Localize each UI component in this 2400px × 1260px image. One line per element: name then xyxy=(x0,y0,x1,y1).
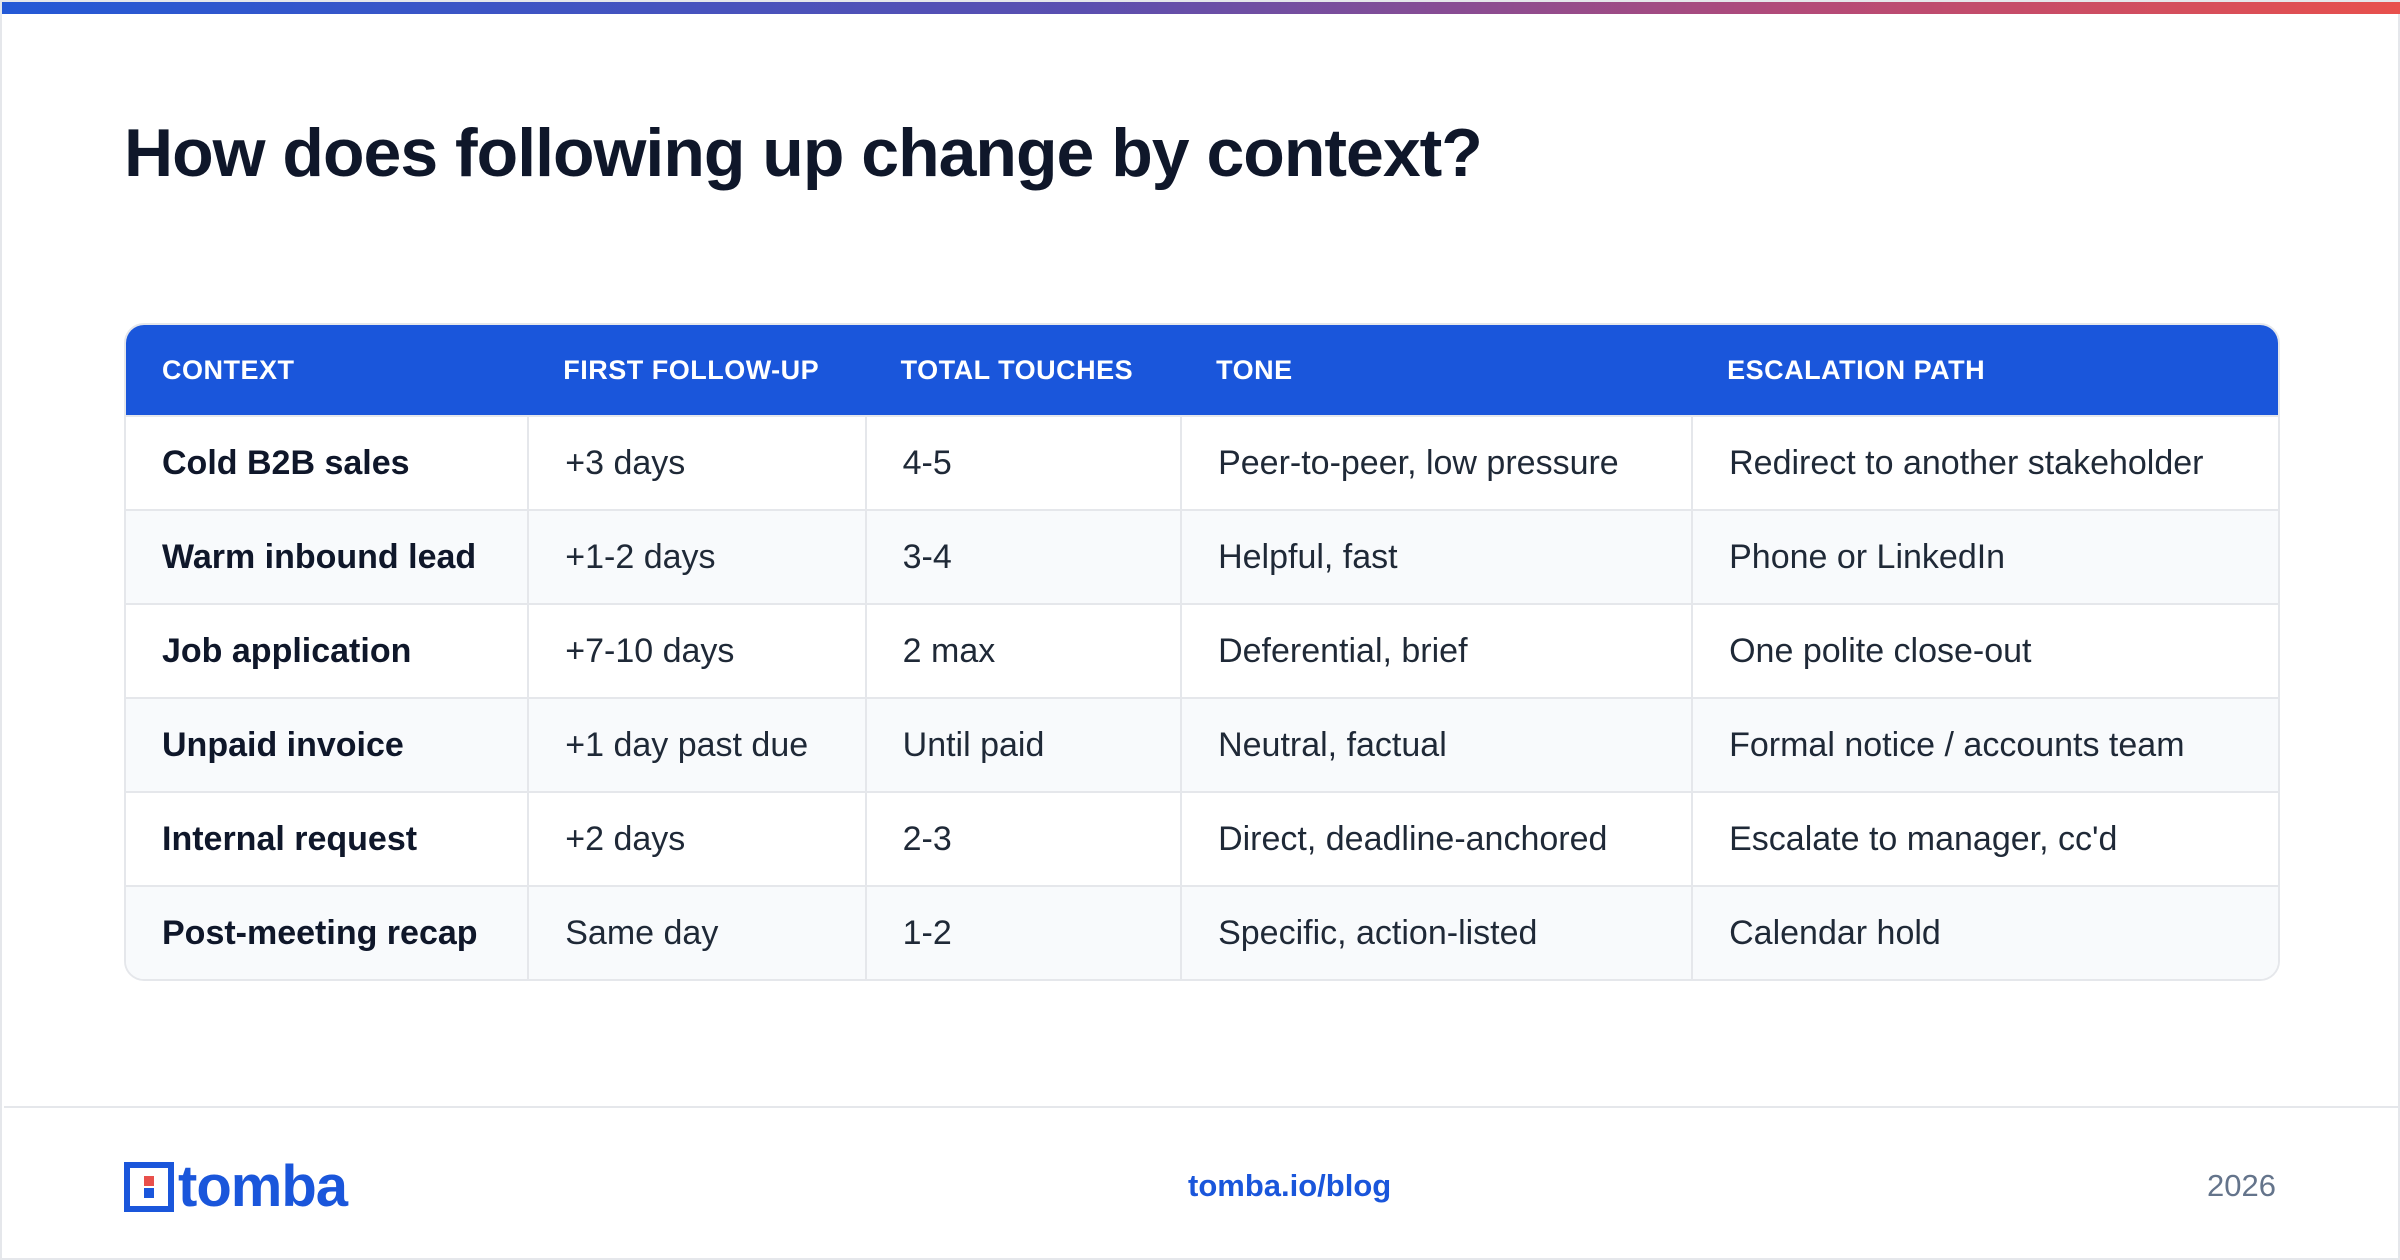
cell-first-follow-up: Same day xyxy=(527,887,864,979)
tomba-logo: tomba xyxy=(124,1154,348,1219)
cell-tone: Helpful, fast xyxy=(1180,511,1691,603)
header-context: CONTEXT xyxy=(162,354,295,385)
cell-first-follow-up: +3 days xyxy=(527,417,864,509)
top-gradient-bar xyxy=(2,2,2400,14)
cell-tone: Deferential, brief xyxy=(1180,605,1691,697)
tomba-logo-icon xyxy=(124,1162,174,1212)
cell-tone: Specific, action-listed xyxy=(1180,887,1691,979)
logo-wordmark: tomba xyxy=(178,1154,348,1219)
cell-total-touches: 2 max xyxy=(864,605,1180,697)
header-first-follow-up: FIRST FOLLOW-UP xyxy=(563,354,820,385)
cell-escalation-path: Calendar hold xyxy=(1691,887,2278,979)
header-escalation-path: ESCALATION PATH xyxy=(1727,354,1986,385)
cell-escalation-path: Escalate to manager, cc'd xyxy=(1691,793,2278,885)
blog-link[interactable]: tomba.io/blog xyxy=(1188,1168,1392,1203)
cell-total-touches: 3-4 xyxy=(864,511,1180,603)
year-label: 2026 xyxy=(2207,1168,2276,1203)
cell-escalation-path: One polite close-out xyxy=(1691,605,2278,697)
cell-escalation-path: Phone or LinkedIn xyxy=(1691,511,2278,603)
cell-escalation-path: Formal notice / accounts team xyxy=(1691,699,2278,791)
cell-tone: Neutral, factual xyxy=(1180,699,1691,791)
comparison-table: CONTEXT FIRST FOLLOW-UP TOTAL TOUCHES TO… xyxy=(124,323,2280,981)
cell-escalation-path: Redirect to another stakeholder xyxy=(1691,417,2278,509)
cell-context: Post-meeting recap xyxy=(162,913,478,952)
table-row: Internal request +2 days 2-3 Direct, dea… xyxy=(126,791,2278,885)
cell-first-follow-up: +7-10 days xyxy=(527,605,864,697)
header-total-touches: TOTAL TOUCHES xyxy=(900,354,1134,385)
table-row: Job application +7-10 days 2 max Deferen… xyxy=(126,603,2278,697)
cell-first-follow-up: +1 day past due xyxy=(527,699,864,791)
cell-total-touches: Until paid xyxy=(864,699,1180,791)
table-row: Unpaid invoice +1 day past due Until pai… xyxy=(126,697,2278,791)
cell-first-follow-up: +1-2 days xyxy=(527,511,864,603)
table-row: Post-meeting recap Same day 1-2 Specific… xyxy=(126,885,2278,979)
cell-context: Unpaid invoice xyxy=(162,725,404,764)
cell-first-follow-up: +2 days xyxy=(527,793,864,885)
cell-context: Internal request xyxy=(162,819,418,858)
cell-context: Job application xyxy=(162,631,412,670)
page-title: How does following up change by context? xyxy=(124,115,1483,191)
cell-tone: Peer-to-peer, low pressure xyxy=(1180,417,1691,509)
table-row: Warm inbound lead +1-2 days 3-4 Helpful,… xyxy=(126,509,2278,603)
cell-total-touches: 1-2 xyxy=(864,887,1180,979)
header-tone: TONE xyxy=(1216,354,1293,385)
cell-tone: Direct, deadline-anchored xyxy=(1180,793,1691,885)
cell-total-touches: 4-5 xyxy=(864,417,1180,509)
table-header-row: CONTEXT FIRST FOLLOW-UP TOTAL TOUCHES TO… xyxy=(126,325,2278,415)
footer-divider xyxy=(4,1106,2400,1108)
cell-context: Warm inbound lead xyxy=(162,537,477,576)
table-row: Cold B2B sales +3 days 4-5 Peer-to-peer,… xyxy=(126,415,2278,509)
cell-context: Cold B2B sales xyxy=(162,443,410,482)
cell-total-touches: 2-3 xyxy=(864,793,1180,885)
